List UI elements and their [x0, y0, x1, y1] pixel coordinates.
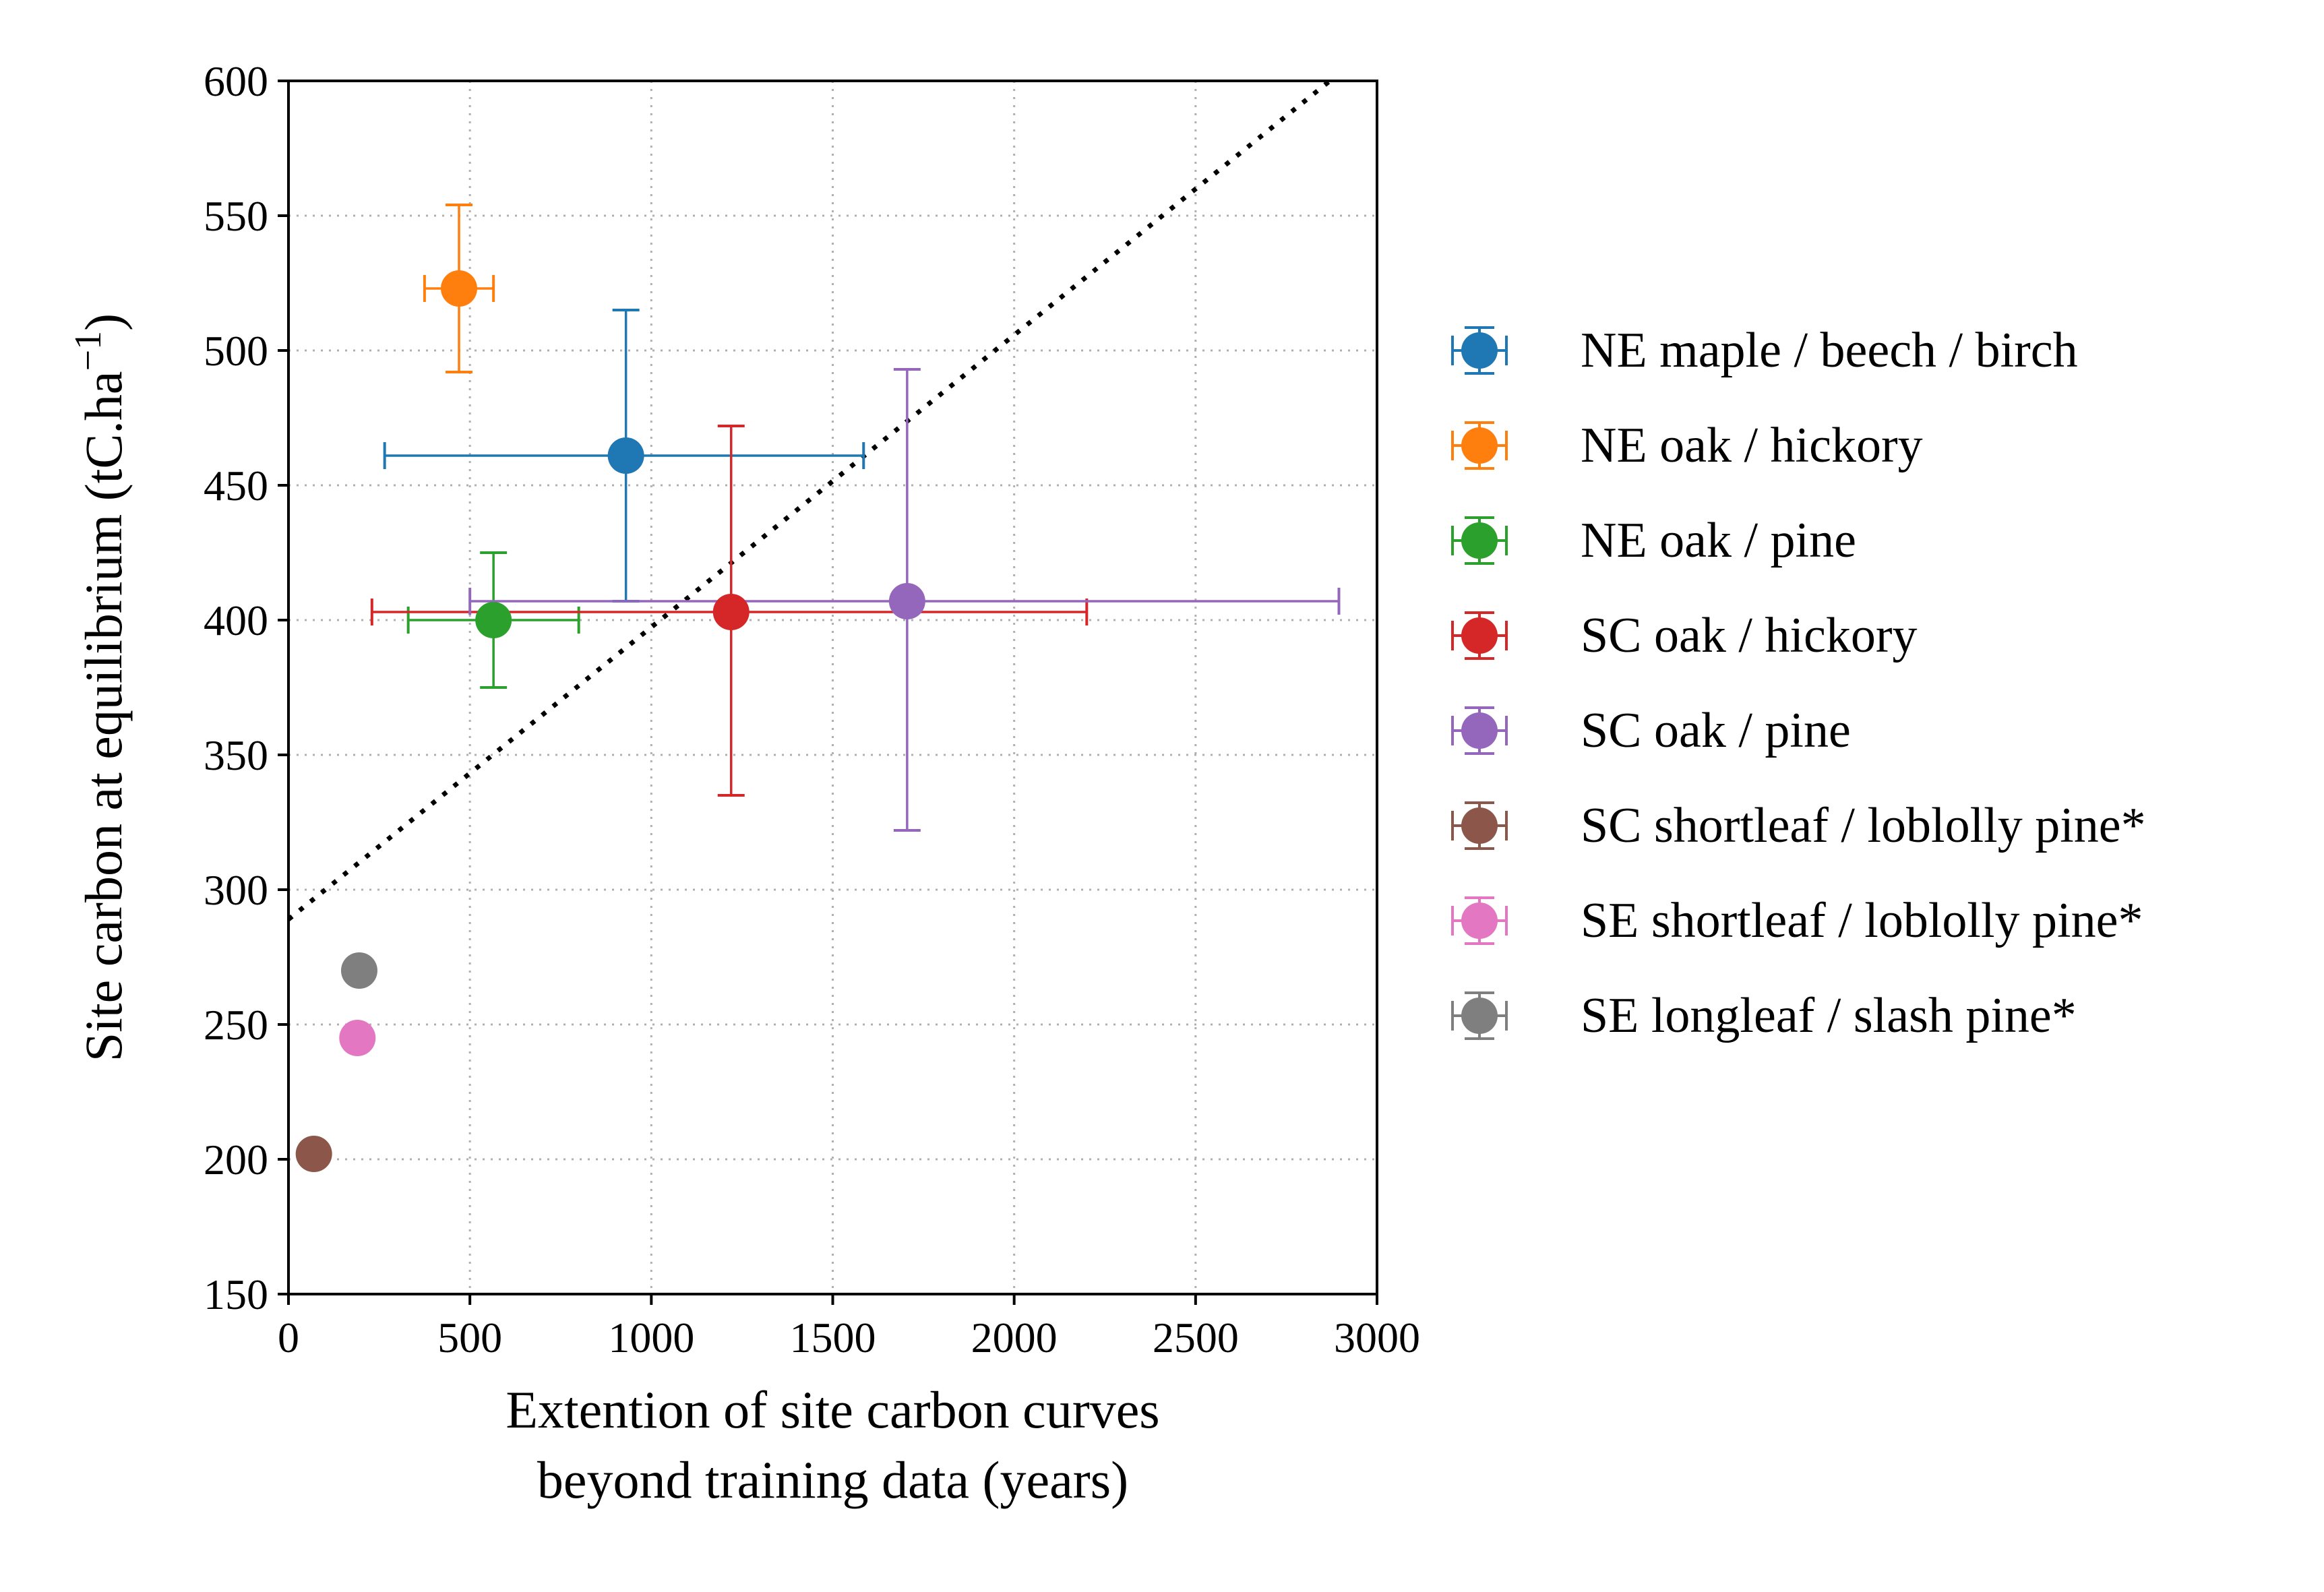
data-point: [888, 583, 925, 619]
legend-label: SE shortleaf / loblolly pine*: [1581, 893, 2143, 948]
legend-marker: [1461, 427, 1498, 464]
x-axis-title-line-2: beyond training data (years): [537, 1450, 1128, 1509]
error-bars: [370, 204, 1341, 832]
y-tick-label: 550: [204, 192, 268, 240]
data-point: [340, 952, 377, 989]
legend-label: SC shortleaf / loblolly pine*: [1581, 798, 2146, 853]
data-point: [441, 270, 478, 307]
y-tick-label: 500: [204, 327, 268, 375]
x-axis-title-line-1: Extention of site carbon curves: [506, 1380, 1159, 1439]
x-tick-label: 2000: [971, 1314, 1058, 1361]
legend-marker: [1461, 617, 1498, 654]
legend-marker: [1461, 332, 1498, 369]
legend-marker: [1461, 712, 1498, 749]
grid-lines: [288, 81, 1377, 1294]
data-point: [295, 1136, 332, 1172]
y-axis-ticks: 150 200 250 300 350 400 450 500 550 600: [204, 57, 288, 1318]
y-tick-label: 300: [204, 866, 268, 914]
reference-line: [286, 79, 1332, 921]
y-axis-title-main: Site carbon at equilibrium (tC.ha: [74, 371, 133, 1062]
legend-label: NE oak / pine: [1581, 513, 1856, 568]
y-axis-title: Site carbon at equilibrium (tC.ha−1): [67, 313, 133, 1062]
data-point: [475, 602, 512, 638]
data-point: [607, 437, 644, 474]
y-axis-title-unit-sup: −1: [67, 331, 109, 371]
y-tick-label: 400: [204, 596, 268, 644]
y-tick-label: 250: [204, 1001, 268, 1049]
legend-marker: [1461, 902, 1498, 939]
y-axis-title-close: ): [74, 313, 133, 331]
x-tick-label: 2500: [1153, 1314, 1239, 1361]
y-tick-label: 200: [204, 1136, 268, 1184]
legend-marker: [1461, 807, 1498, 844]
legend-marker: [1461, 998, 1498, 1034]
legend-label: NE oak / hickory: [1581, 418, 1923, 473]
legend-label: NE maple / beech / birch: [1581, 323, 2078, 378]
data-point: [712, 594, 750, 630]
y-tick-label: 350: [204, 731, 268, 779]
x-tick-label: 0: [278, 1314, 299, 1361]
y-tick-label: 150: [204, 1270, 268, 1318]
y-tick-label: 600: [204, 57, 268, 105]
x-tick-label: 3000: [1334, 1314, 1420, 1361]
x-tick-label: 500: [437, 1314, 502, 1361]
x-axis-ticks: 0 500 1000 1500 2000 2500 3000: [278, 1294, 1420, 1361]
x-tick-label: 1500: [790, 1314, 876, 1361]
data-point: [339, 1020, 376, 1056]
y-tick-label: 450: [204, 462, 268, 510]
legend-label: SC oak / pine: [1581, 703, 1851, 758]
legend-label: SE longleaf / slash pine*: [1581, 988, 2077, 1043]
legend-marker: [1461, 522, 1498, 559]
reference-line-group: [286, 79, 1332, 921]
x-tick-label: 1000: [608, 1314, 694, 1361]
legend: NE maple / beech / birch NE oak / hickory…: [1451, 323, 2146, 1043]
legend-label: SC oak / hickory: [1581, 608, 1917, 663]
data-points: [295, 270, 925, 1172]
